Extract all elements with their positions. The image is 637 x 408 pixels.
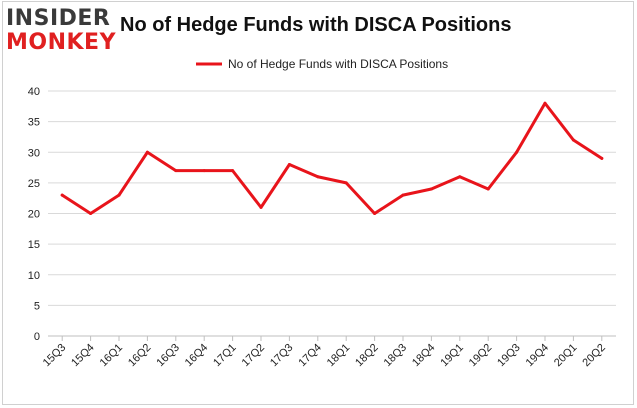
y-tick-label: 5	[34, 300, 40, 312]
x-tick-label: 20Q1	[552, 342, 580, 370]
chart-title: No of Hedge Funds with DISCA Positions	[120, 14, 512, 36]
x-tick-label: 20Q2	[580, 342, 608, 370]
y-tick-labels: 0 5 10 15 20 25 30 35 40	[28, 86, 40, 343]
series	[60, 101, 604, 215]
data-point	[458, 175, 462, 179]
y-tick-label: 15	[28, 239, 40, 251]
data-point	[543, 101, 547, 105]
data-point	[515, 150, 519, 154]
legend: No of Hedge Funds with DISCA Positions	[196, 57, 448, 71]
x-tick-label: 16Q1	[98, 342, 126, 370]
series-line	[60, 101, 604, 215]
y-tick-label: 20	[28, 209, 40, 221]
data-point	[429, 187, 433, 191]
y-tick-label: 10	[28, 270, 40, 282]
data-point	[571, 138, 575, 142]
x-tick-label: 15Q3	[41, 342, 69, 370]
x-tick-label: 18Q1	[325, 342, 353, 370]
y-tick-label: 30	[28, 147, 40, 159]
x-tick-label: 18Q2	[353, 342, 381, 370]
data-point	[600, 156, 604, 160]
data-point	[486, 187, 490, 191]
data-point	[373, 212, 377, 215]
data-point	[89, 212, 93, 215]
insider-monkey-logo: INSIDER MONKEY	[6, 6, 118, 56]
data-point	[287, 163, 291, 166]
data-point	[202, 169, 206, 173]
legend-label: No of Hedge Funds with DISCA Positions	[228, 57, 448, 71]
x-tick-label: 17Q2	[240, 342, 268, 370]
x-tick-label: 17Q1	[211, 342, 239, 370]
y-tick-label: 25	[28, 178, 40, 190]
x-tick-label: 19Q4	[524, 342, 552, 370]
x-tick-label: 18Q4	[410, 342, 438, 370]
x-tick-label: 16Q2	[126, 342, 154, 370]
x-tick-label: 19Q3	[495, 342, 523, 370]
data-point	[401, 193, 405, 197]
data-point	[344, 181, 348, 185]
y-tick-label: 40	[28, 86, 40, 98]
x-tick-label: 16Q4	[183, 342, 211, 370]
data-point	[117, 193, 121, 197]
data-point	[174, 169, 178, 173]
x-tick-label: 17Q4	[296, 342, 324, 370]
data-point	[259, 205, 263, 209]
data-point	[60, 193, 64, 197]
x-tick-label: 15Q4	[69, 342, 97, 370]
x-tick-label: 17Q3	[268, 342, 296, 370]
logo-line-1: INSIDER	[6, 6, 111, 31]
data-point	[231, 169, 235, 173]
y-tick-label: 0	[34, 331, 40, 343]
data-point	[145, 150, 149, 154]
x-tick-label: 18Q3	[382, 342, 410, 370]
logo-line-2: MONKEY	[6, 30, 117, 55]
x-tick-label: 19Q1	[438, 342, 466, 370]
y-tick-label: 35	[28, 117, 40, 129]
x-tick-label: 16Q3	[154, 342, 182, 370]
data-point	[316, 175, 320, 179]
axes	[48, 335, 616, 341]
x-tick-label: 19Q2	[467, 342, 495, 370]
grid	[48, 90, 616, 306]
x-tick-labels: 15Q3 15Q4 16Q1 16Q2 16Q3 16Q4 17Q1 17Q2 17Q3 17Q4…	[41, 342, 608, 370]
